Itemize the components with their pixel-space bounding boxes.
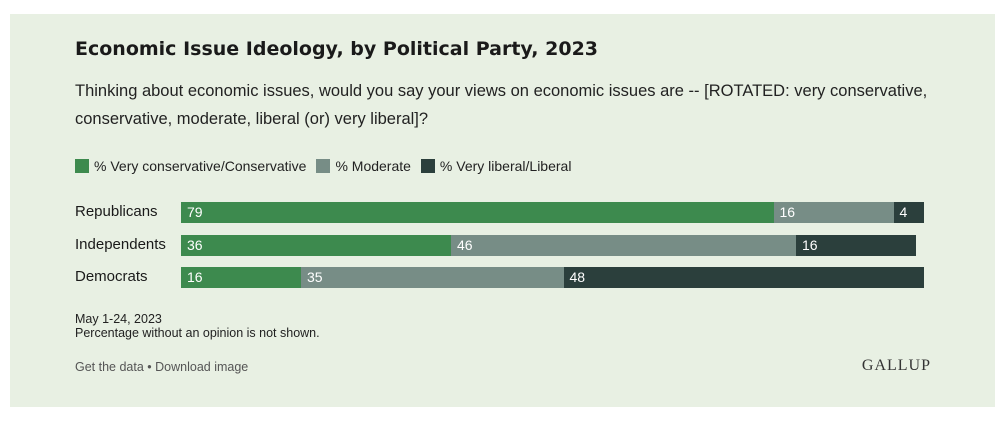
chart-panel: Economic Issue Ideology, by Political Pa… (10, 14, 995, 407)
bar-row-independents: 36 46 16 (181, 235, 931, 256)
caveat-note: Percentage without an opinion is not sho… (75, 326, 320, 340)
row-label-republicans: Republicans (75, 203, 158, 220)
legend-label-liberal: % Very liberal/Liberal (439, 158, 572, 174)
bar-row-democrats: 16 35 48 (181, 267, 931, 288)
row-label-independents: Independents (75, 236, 166, 253)
legend-label-conservative: % Very conservative/Conservative (94, 158, 307, 174)
legend-item-liberal: % Very liberal/Liberal (420, 158, 572, 174)
legend: % Very conservative/Conservative % Moder… (75, 158, 581, 174)
legend-swatch-conservative (75, 159, 89, 173)
bar-segment-democrats-moderate: 35 (301, 267, 564, 288)
chart-title: Economic Issue Ideology, by Political Pa… (75, 38, 599, 60)
bar-segment-democrats-conservative: 16 (181, 267, 301, 288)
bar-segment-independents-moderate: 46 (451, 235, 796, 256)
download-image-link[interactable]: Download image (155, 360, 249, 374)
bar-segment-independents-conservative: 36 (181, 235, 451, 256)
bar-segment-independents-liberal: 16 (796, 235, 916, 256)
legend-label-moderate: % Moderate (335, 158, 411, 174)
legend-swatch-moderate (316, 159, 331, 173)
gallup-logo: GALLUP (861, 357, 931, 374)
footer-links: Get the data • Download image (75, 360, 248, 374)
bar-segment-republicans-conservative: 79 (181, 202, 774, 223)
footer-separator: • (143, 360, 156, 374)
bar-row-republicans: 79 16 4 (181, 202, 931, 223)
date-note: May 1-24, 2023 (75, 312, 162, 326)
legend-swatch-liberal (420, 159, 435, 173)
chart-subtitle: Thinking about economic issues, would yo… (75, 82, 928, 128)
bar-segment-republicans-moderate: 16 (773, 202, 894, 223)
bar-segment-republicans-liberal: 4 (893, 202, 924, 223)
legend-item-moderate: % Moderate (316, 158, 411, 174)
legend-item-conservative: % Very conservative/Conservative (75, 158, 306, 174)
bar-segment-democrats-liberal: 48 (563, 267, 924, 288)
row-label-democrats: Democrats (75, 268, 148, 285)
get-data-link[interactable]: Get the data (75, 360, 144, 374)
